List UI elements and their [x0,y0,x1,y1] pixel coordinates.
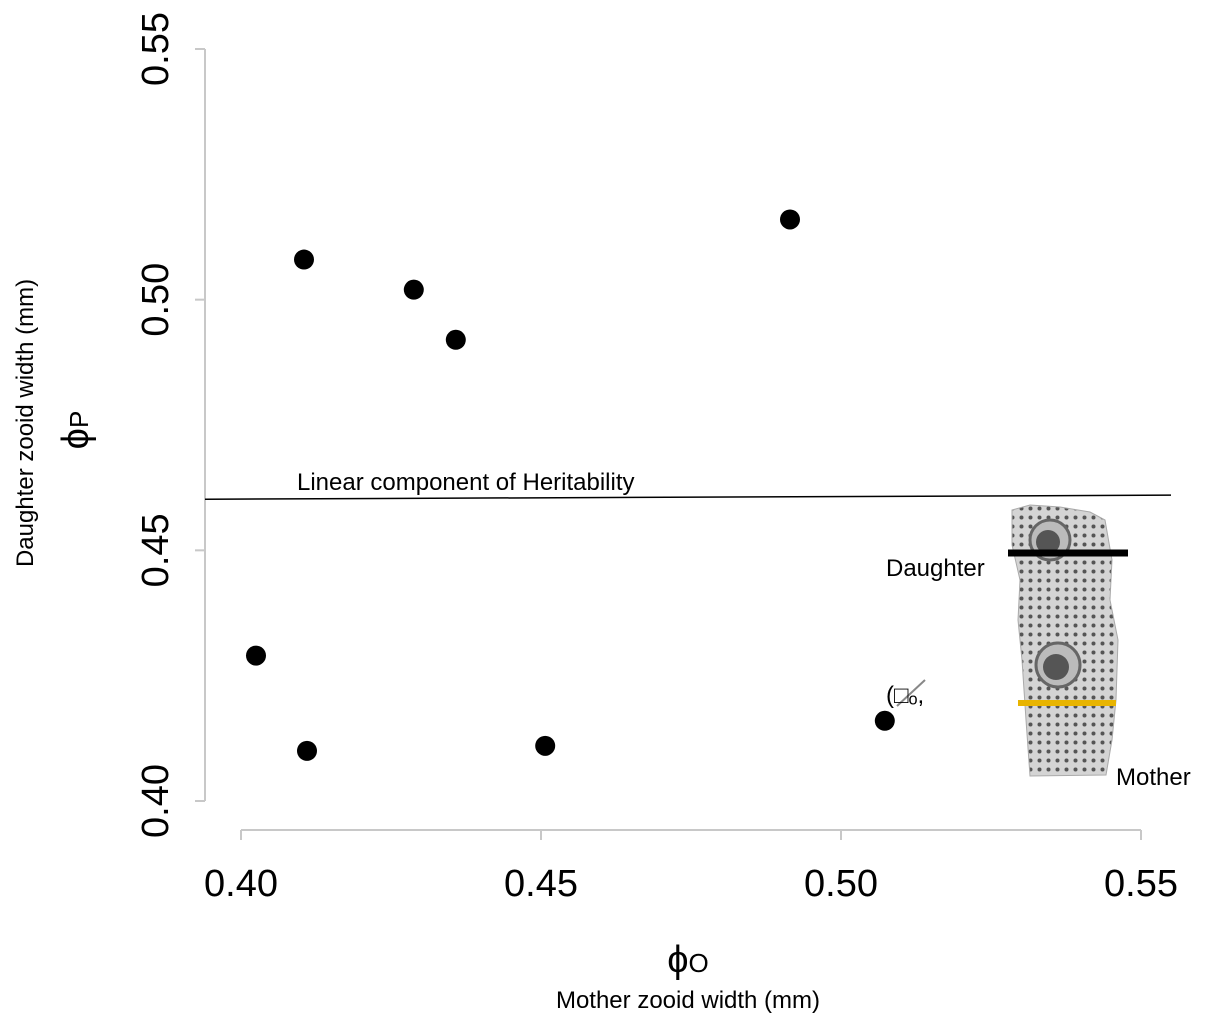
point [403,279,424,300]
annotation-leader [896,679,926,707]
x-tick-label: 0.55 [1104,863,1178,905]
x-axis-symbol: ϕO [667,939,709,981]
symbol: ϕ [667,939,688,981]
inset-label: Daughter [886,555,985,582]
symbol-sub: P [64,411,94,428]
reference-line [204,494,1172,500]
point [294,249,314,270]
inset-label: Mother [1116,764,1191,791]
point [445,329,466,350]
point [874,710,895,731]
y-tick-label: 0.40 [135,764,177,838]
symbol: ϕ [55,428,97,449]
x-tick-label: 0.45 [504,863,578,905]
y-tick-label: 0.55 [135,12,177,86]
x-axis-label: Mother zooid width (mm) [556,987,820,1014]
reference-line-label: Linear component of Heritability [297,469,635,496]
point [780,209,800,230]
x-tick-label: 0.40 [204,863,278,905]
y-tick-label: 0.50 [135,263,177,337]
point [297,740,317,761]
annotation: (□ₒ, [886,682,924,709]
y-axis-symbol: ϕP [55,411,97,450]
y-tick-label: 0.45 [135,513,177,587]
symbol-sub: O [689,948,709,978]
point [535,735,556,756]
y-axis-label: Daughter zooid width (mm) [12,279,39,567]
point [246,645,266,666]
x-tick-label: 0.50 [804,863,878,905]
inset-image [1008,504,1128,777]
